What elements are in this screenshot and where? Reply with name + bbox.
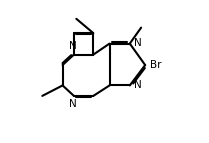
Text: Br: Br: [150, 60, 162, 70]
Text: N: N: [134, 38, 141, 48]
Text: N: N: [69, 99, 77, 109]
Text: N: N: [69, 41, 77, 51]
Text: N: N: [134, 80, 141, 90]
